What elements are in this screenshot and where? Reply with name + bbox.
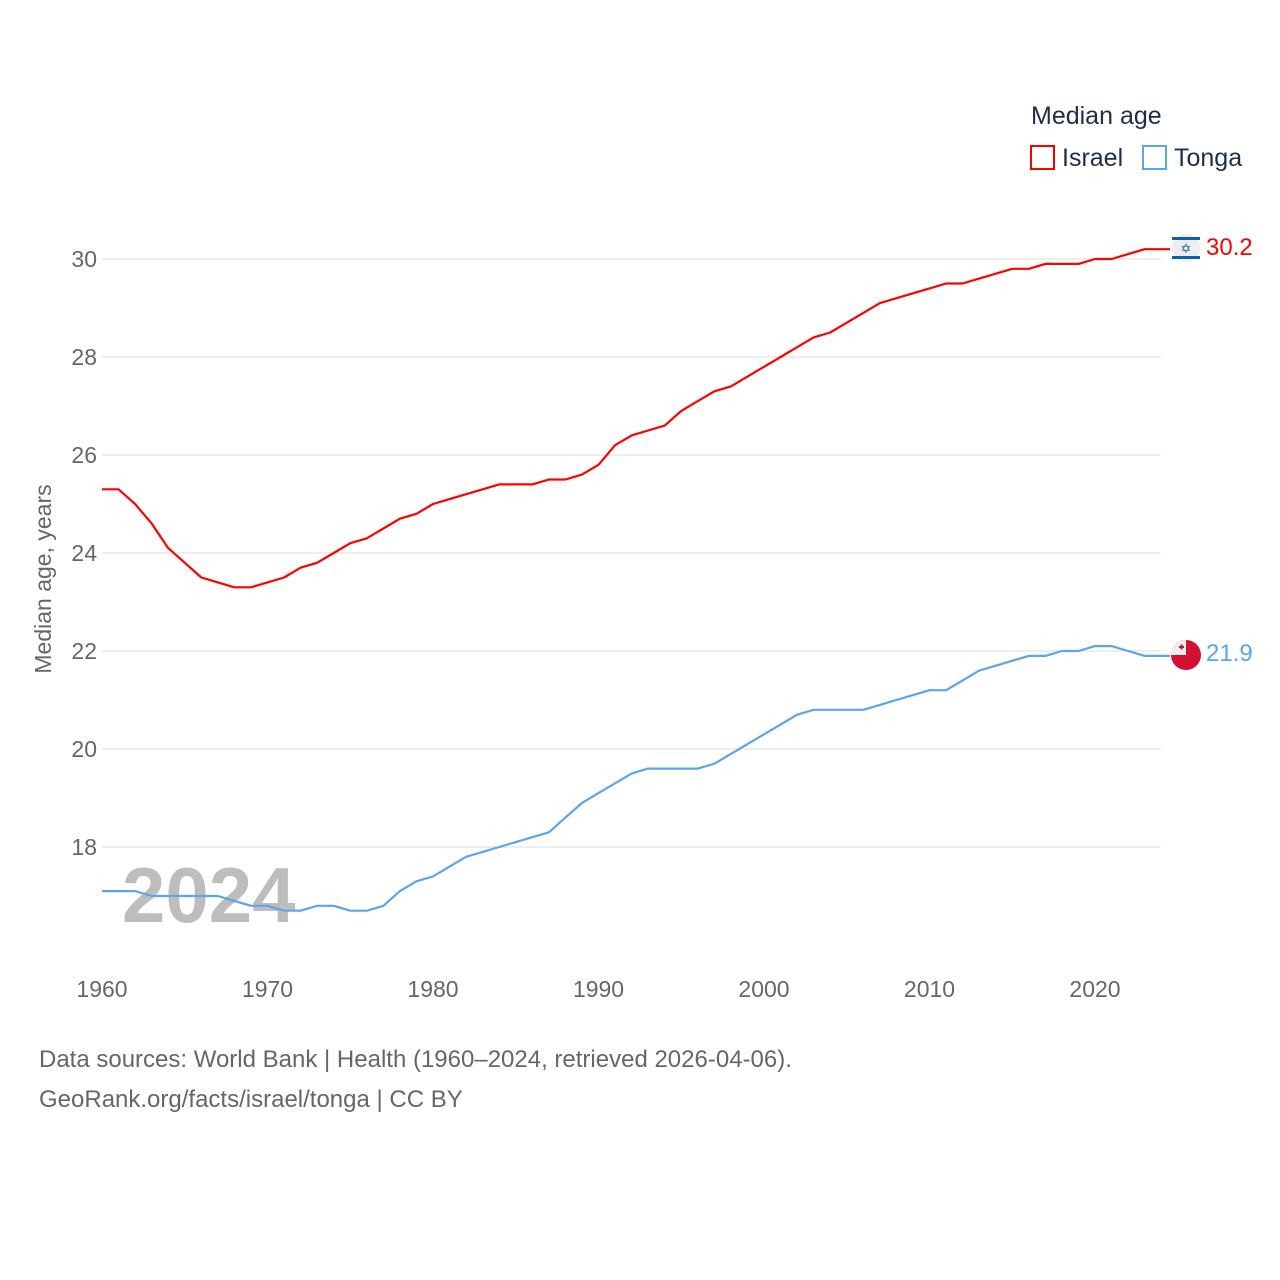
x-tick-label: 2020 <box>1069 976 1120 1002</box>
attribution-link[interactable]: GeoRank.org/facts/israel/tonga | CC BY <box>39 1086 463 1113</box>
israel-end-label: 30.2 <box>1206 234 1253 261</box>
y-tick-label: 18 <box>71 834 97 860</box>
x-tick-label: 1960 <box>76 976 127 1002</box>
legend: Median age Israel Tonga <box>1030 102 1242 172</box>
legend-label-tonga[interactable]: Tonga <box>1174 144 1242 172</box>
series-line-tonga[interactable] <box>102 644 1170 912</box>
legend-title: Median age <box>1031 102 1162 130</box>
tonga-flag-icon <box>1171 640 1201 670</box>
x-tick-label: 1990 <box>573 976 624 1002</box>
legend-label-israel[interactable]: Israel <box>1062 144 1123 172</box>
legend-swatch-tonga[interactable] <box>1142 145 1167 170</box>
x-tick-label: 2000 <box>738 976 789 1002</box>
y-tick-label: 30 <box>71 246 97 272</box>
y-tick-label: 24 <box>71 540 97 566</box>
y-tick-label: 26 <box>71 442 97 468</box>
x-tick-label: 1970 <box>242 976 293 1002</box>
tonga-end-label: 21.9 <box>1206 640 1253 667</box>
y-tick-label: 28 <box>71 344 97 370</box>
x-tick-label: 2010 <box>904 976 955 1002</box>
data-sources-text: Data sources: World Bank | Health (1960–… <box>39 1046 792 1073</box>
israel-flag-icon: ✡ <box>1172 234 1200 262</box>
x-tick-label: 1980 <box>407 976 458 1002</box>
y-tick-label: 20 <box>71 736 97 762</box>
series-line-israel[interactable] <box>102 248 1170 589</box>
y-axis-label: Median age, years <box>30 484 56 673</box>
svg-text:✡: ✡ <box>1181 241 1192 256</box>
y-tick-label: 22 <box>71 638 97 664</box>
legend-swatch-israel[interactable] <box>1030 145 1055 170</box>
